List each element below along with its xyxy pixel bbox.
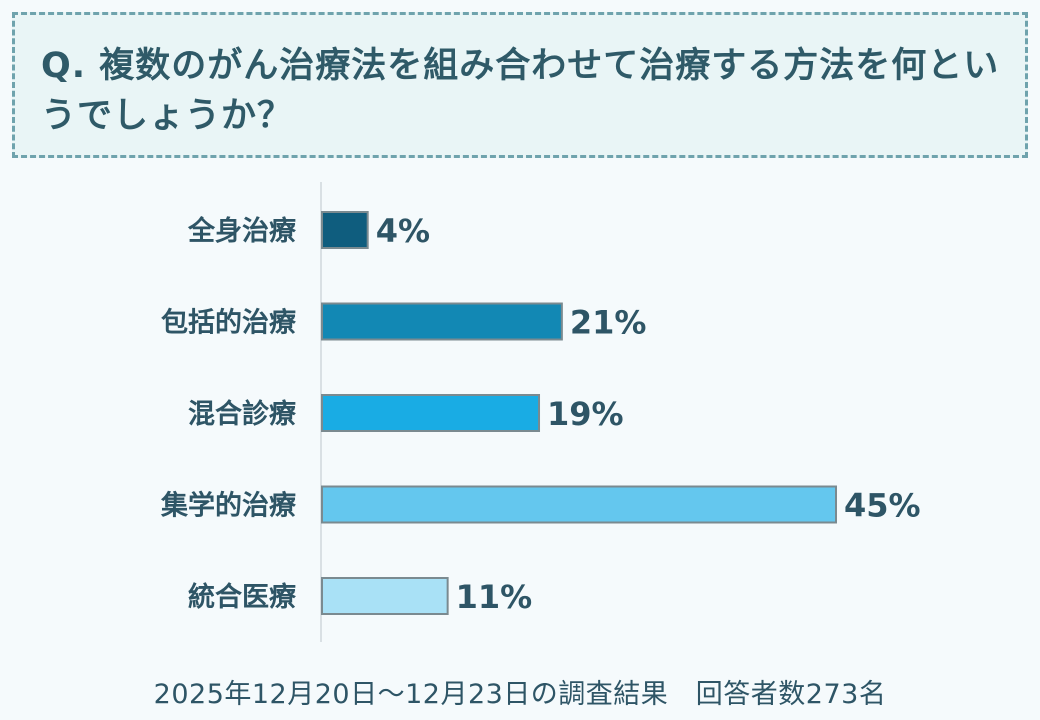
bar	[321, 394, 541, 432]
bar	[321, 485, 837, 524]
category-label: 統合医療	[188, 581, 297, 613]
value-label: 21%	[570, 304, 647, 342]
bar-chart: 全身治療 4% 包括的治療 21% 混合診療 19% 集学的治療 45% 統合医療 11%	[0, 170, 1040, 650]
value-label: 45%	[844, 487, 921, 525]
category-label: 集学的治療	[160, 490, 297, 522]
category-label: 全身治療	[187, 215, 297, 247]
bar	[321, 577, 449, 615]
category-label: 混合診療	[188, 398, 297, 430]
survey-footer: 2025年12月20日～12月23日の調査結果 回答者数273名	[153, 679, 887, 710]
category-label: 包括的治療	[161, 307, 297, 339]
value-label: 11%	[456, 578, 533, 616]
value-label: 19%	[547, 395, 624, 433]
question-text: Q. 複数のがん治療法を組み合わせて治療する方法を何というでしょうか？	[41, 46, 1000, 136]
value-label: 4%	[376, 212, 430, 250]
bar-chart-svg: 全身治療 4% 包括的治療 21% 混合診療 19% 集学的治療 45% 統合医療 11%	[160, 182, 921, 642]
bar	[321, 211, 369, 249]
question-box: Q. 複数のがん治療法を組み合わせて治療する方法を何というでしょうか？	[12, 12, 1028, 158]
bar	[321, 302, 563, 341]
